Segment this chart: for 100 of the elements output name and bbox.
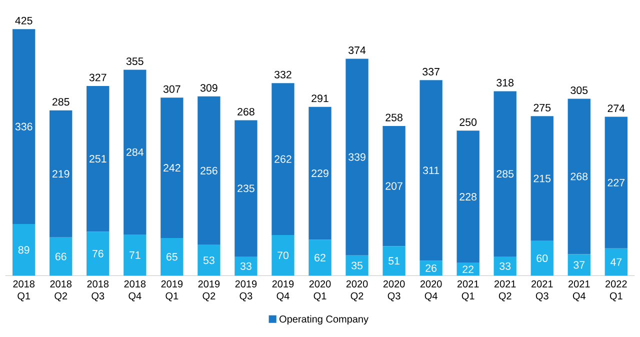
x-tick-label: 2021 Q1 — [457, 280, 479, 302]
bar — [568, 98, 590, 254]
x-tick-label: 2018 Q4 — [124, 280, 146, 302]
data-label: 256 — [200, 166, 218, 174]
data-label: 284 — [126, 148, 144, 156]
x-tick-label: 2018 Q3 — [87, 280, 109, 302]
data-label: 262 — [274, 155, 292, 163]
x-tick-label: 2020 Q2 — [346, 280, 368, 302]
total-label: 327 — [89, 74, 106, 82]
data-label: 242 — [164, 164, 180, 172]
bar — [604, 116, 628, 248]
bar — [346, 58, 368, 256]
data-label: 207 — [386, 182, 402, 190]
total-label: 275 — [534, 104, 551, 112]
data-label: 33 — [500, 262, 511, 270]
total-label: 374 — [348, 46, 366, 54]
x-tick-label: 2021 Q4 — [568, 280, 590, 302]
bar — [198, 244, 220, 276]
total-label: 425 — [15, 16, 32, 24]
bar — [456, 130, 480, 263]
x-tick-label: 2021 Q3 — [531, 280, 553, 302]
bar — [494, 91, 516, 257]
data-label: 65 — [166, 253, 178, 261]
bar — [124, 70, 146, 234]
data-label: 62 — [314, 254, 326, 262]
data-label: 35 — [351, 262, 362, 270]
bar — [12, 29, 36, 224]
data-label: 228 — [460, 193, 476, 201]
data-label: 47 — [610, 258, 622, 266]
bar — [494, 256, 516, 276]
data-label: 336 — [15, 122, 32, 130]
bar — [272, 235, 294, 276]
data-label: 60 — [536, 254, 548, 262]
total-label: 291 — [312, 94, 328, 102]
data-label: 53 — [203, 256, 214, 264]
bar — [86, 232, 110, 276]
x-tick-label: 2021 Q2 — [494, 280, 516, 302]
data-label: 76 — [92, 250, 104, 258]
data-label: 285 — [496, 170, 514, 178]
x-tick-label: 2018 Q2 — [50, 280, 72, 302]
bar — [382, 126, 406, 246]
bar — [272, 83, 294, 236]
legend-label: Operating Company — [280, 315, 368, 325]
total-label: 307 — [163, 85, 180, 93]
bar — [420, 80, 442, 261]
data-label: 219 — [52, 170, 70, 178]
data-label: 51 — [388, 257, 400, 265]
bar — [124, 234, 146, 276]
bar — [198, 96, 220, 245]
bar — [50, 237, 72, 276]
bar — [530, 240, 554, 276]
data-label: 22 — [462, 266, 474, 274]
bar — [160, 98, 184, 238]
bar — [308, 240, 332, 276]
x-tick-label: 2019 Q1 — [161, 280, 183, 302]
data-label: 37 — [574, 261, 585, 269]
bar — [604, 248, 628, 276]
data-label: 215 — [534, 174, 551, 182]
bar — [308, 106, 332, 240]
data-label: 229 — [312, 170, 328, 178]
data-label: 66 — [55, 252, 66, 260]
bar — [86, 86, 110, 232]
data-label: 268 — [570, 172, 588, 180]
data-label: 339 — [348, 153, 366, 161]
bar — [530, 116, 554, 241]
total-label: 309 — [200, 84, 218, 92]
bar — [234, 120, 258, 257]
x-tick-label: 2022 Q1 — [606, 280, 627, 302]
bar — [420, 260, 442, 276]
bar — [234, 256, 258, 276]
bar — [382, 246, 406, 276]
total-label: 250 — [460, 118, 477, 126]
total-label: 337 — [422, 68, 440, 76]
bar — [50, 110, 72, 238]
total-label: 268 — [238, 108, 254, 116]
total-label: 305 — [570, 86, 588, 94]
x-tick-label: 2019 Q2 — [198, 280, 220, 302]
data-label: 227 — [608, 178, 625, 186]
data-label: 33 — [240, 262, 252, 270]
total-label: 285 — [52, 98, 70, 106]
total-label: 274 — [608, 104, 625, 112]
data-label: 251 — [90, 155, 106, 163]
data-label: 89 — [18, 246, 30, 254]
x-tick-label: 2020 Q4 — [420, 280, 442, 302]
x-tick-label: 2019 Q4 — [272, 280, 294, 302]
data-label: 71 — [130, 251, 140, 259]
x-tick-label: 2020 Q3 — [383, 280, 405, 302]
data-label: 311 — [422, 166, 440, 174]
data-label: 26 — [426, 264, 437, 272]
x-tick-label: 2020 Q1 — [309, 280, 331, 302]
total-label: 318 — [496, 78, 514, 86]
total-label: 258 — [386, 114, 402, 122]
bar — [568, 254, 590, 276]
bar — [12, 224, 36, 276]
bar — [160, 238, 184, 276]
total-label: 332 — [274, 70, 292, 78]
data-label: 235 — [238, 184, 254, 192]
data-label: 70 — [278, 252, 288, 260]
x-tick-label: 2019 Q3 — [235, 280, 257, 302]
bar — [346, 255, 368, 276]
